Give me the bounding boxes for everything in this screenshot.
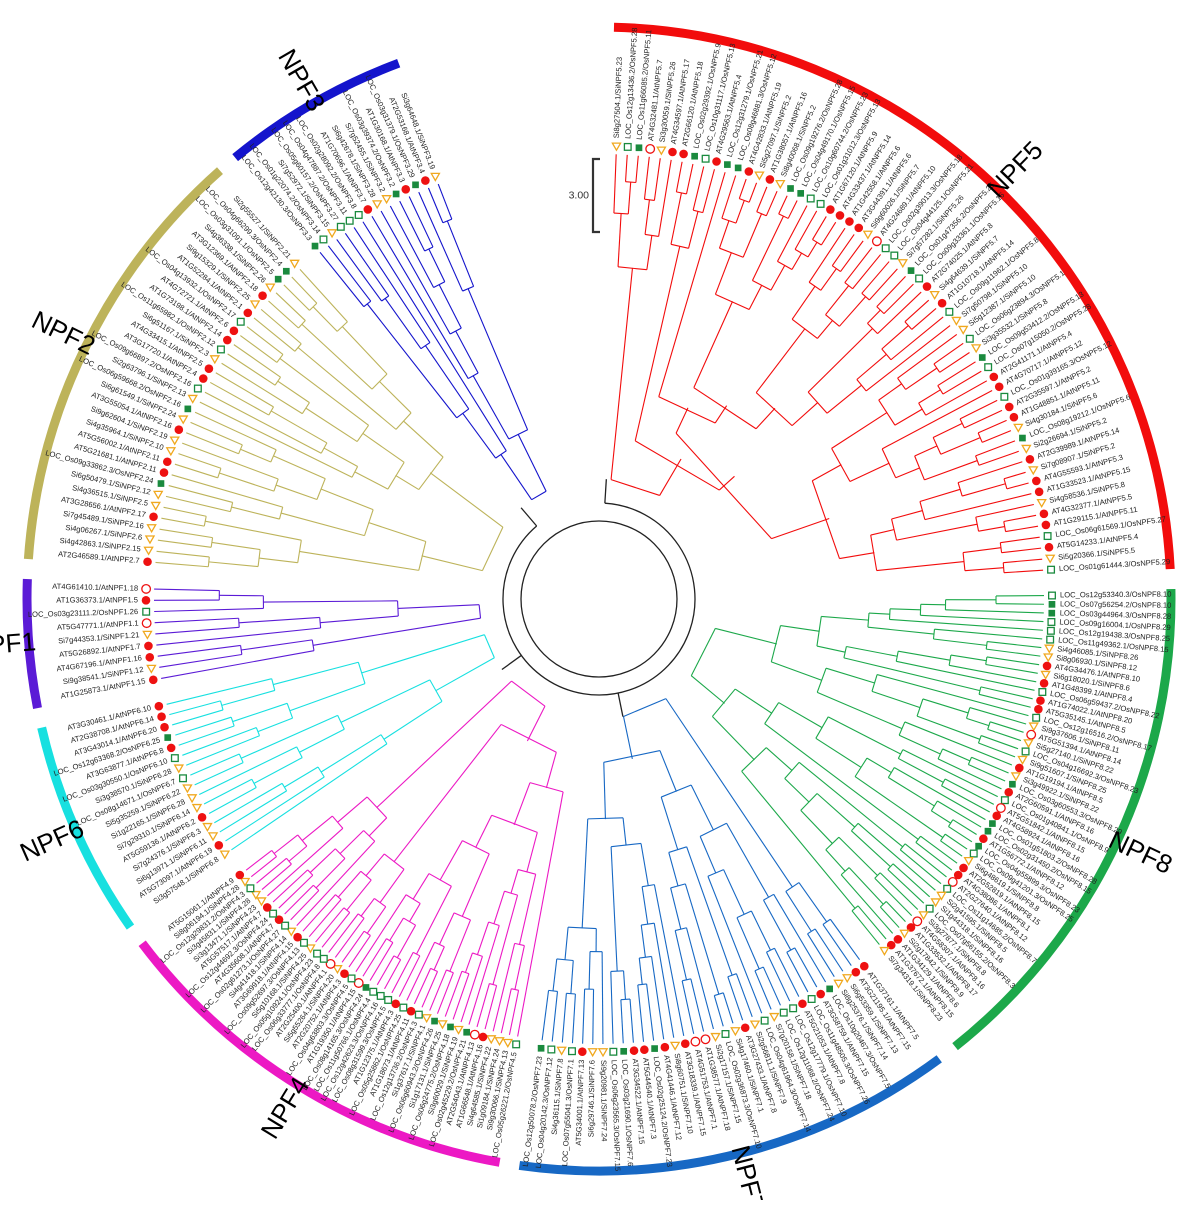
- svg-text:Si9g20981.1/SiNPF7.24: Si9g20981.1/SiNPF7.24: [599, 1060, 609, 1142]
- svg-text:3.00: 3.00: [569, 189, 590, 201]
- svg-text:Si6g29746.1/SiNPF7.6: Si6g29746.1/SiNPF7.6: [586, 1060, 596, 1137]
- svg-text:AT1G36373.1/AtNPF1.5: AT1G36373.1/AtNPF1.5: [56, 595, 138, 604]
- svg-text:AT4G61410.1/AtNPF1.18: AT4G61410.1/AtNPF1.18: [52, 582, 138, 593]
- svg-text:NPF1: NPF1: [0, 626, 37, 661]
- svg-text:LOC_Os12g53340.3/OsNPF8.10: LOC_Os12g53340.3/OsNPF8.10: [1060, 590, 1172, 600]
